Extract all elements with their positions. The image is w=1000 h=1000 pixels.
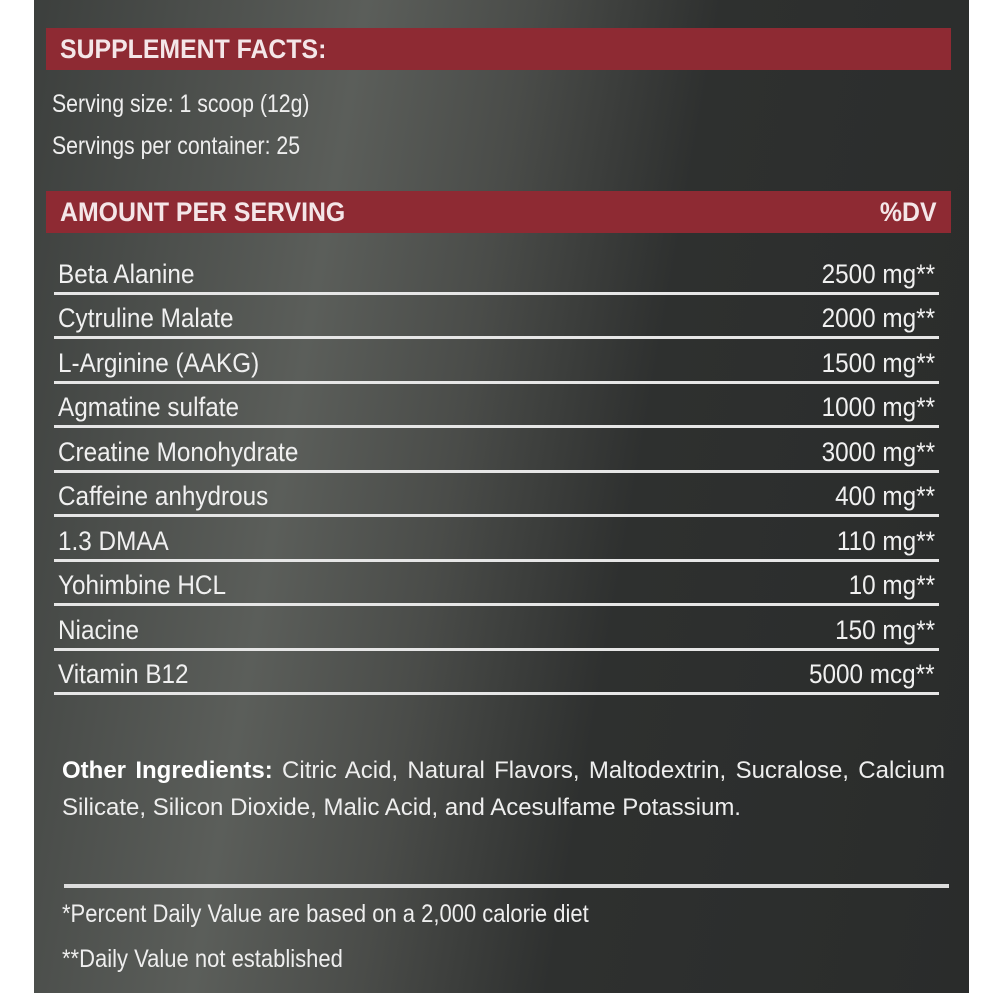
ingredient-name: Cytruline Malate [58,303,234,333]
title: SUPPLEMENT FACTS: [60,34,327,64]
ingredient-amount: 2500 mg** [821,258,935,289]
supplement-label: SUPPLEMENT FACTS: Serving size: 1 scoop … [34,0,969,993]
ingredient-name: 1.3 DMAA [58,525,169,556]
ingredient-table: Beta Alanine 2500 mg** Cytruline Malate 200… [54,250,939,695]
ingredient-name: L-Arginine (AAKG) [58,347,260,378]
ingredient-name: Agmatine sulfate [58,392,240,422]
title-bar: SUPPLEMENT FACTS: [46,28,951,70]
ingredient-name: Creatine Monohydrate [58,436,299,467]
table-row: 1.3 DMAA 110 mg** [54,517,939,562]
other-ingredients: Other Ingredients: Citric Acid, Natural … [62,752,945,826]
table-row: L-Arginine (AAKG) 1500 mg** [54,339,939,384]
ingredient-amount: 150 mg** [835,614,935,645]
table-row: Caffeine anhydrous 400 mg** [54,473,939,517]
footnote-dv: *Percent Daily Value are based on a 2,00… [62,900,589,928]
ingredient-amount: 1000 mg** [821,392,935,422]
ingredient-name: Niacine [58,614,140,645]
table-row: Agmatine sulfate 1000 mg** [54,384,939,428]
table-row: Yohimbine HCL 10 mg** [54,562,939,606]
ingredient-amount: 5000 mcg** [809,659,935,689]
dv-header: %DV [880,197,937,227]
table-row: Cytruline Malate 2000 mg** [54,295,939,339]
ingredient-name: Beta Alanine [58,258,195,289]
other-label: Other Ingredients: [62,757,273,784]
ingredient-amount: 110 mg** [836,525,935,556]
ingredient-amount: 2000 mg** [821,303,935,333]
serving-size: Serving size: 1 scoop (12g) [52,90,310,118]
servings-per-container: Servings per container: 25 [52,132,301,160]
ingredient-amount: 1500 mg** [821,347,935,378]
other-text: Citric Acid, Natural Flavors, Maltodextr… [62,757,945,821]
ingredient-amount: 400 mg** [835,481,935,511]
ingredient-name: Vitamin B12 [58,659,189,689]
amount-header: AMOUNT PER SERVING [60,197,346,227]
table-row: Beta Alanine 2500 mg** [54,250,939,295]
ingredient-amount: 10 mg** [848,570,935,600]
table-row: Vitamin B12 5000 mcg** [54,651,939,695]
ingredient-name: Yohimbine HCL [58,570,226,600]
ingredient-name: Caffeine anhydrous [58,481,269,511]
ingredient-amount: 3000 mg** [821,436,935,467]
table-row: Creatine Monohydrate 3000 mg** [54,428,939,473]
amount-header-bar: AMOUNT PER SERVING %DV [46,191,951,233]
footnote-not-established: **Daily Value not established [62,945,343,973]
table-row: Niacine 150 mg** [54,606,939,651]
divider [64,884,949,888]
